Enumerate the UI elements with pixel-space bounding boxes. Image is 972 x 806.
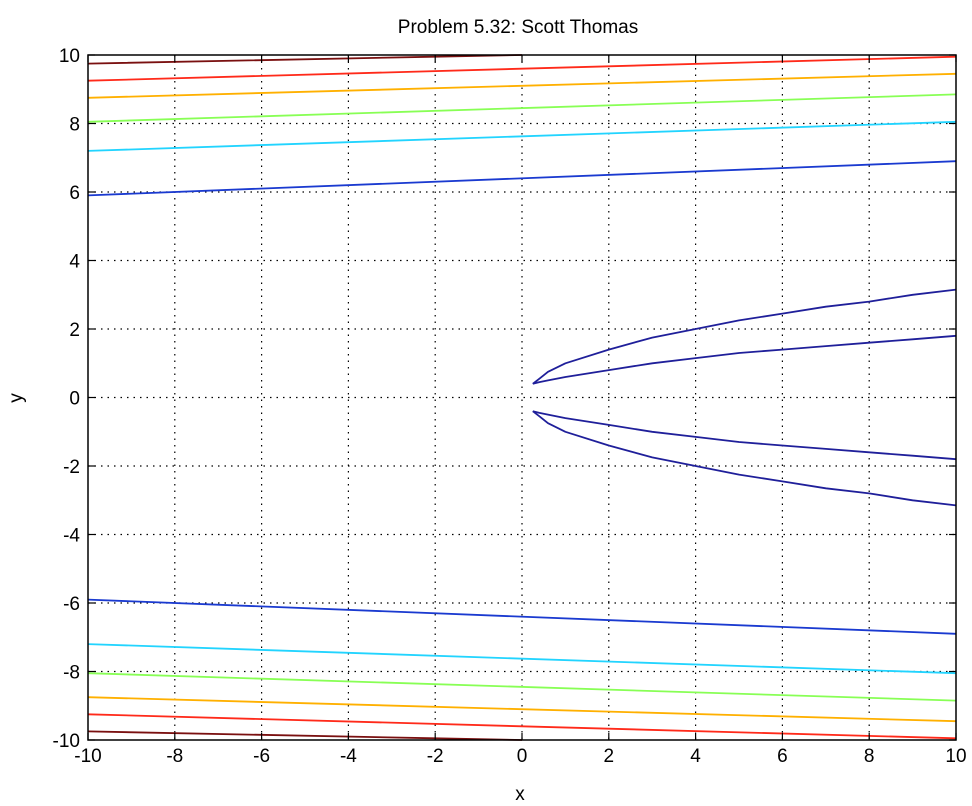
y-tick-label: -2: [63, 457, 80, 478]
y-tick-label: 0: [69, 389, 80, 410]
contour-line: [87, 672, 957, 702]
contour-line: [87, 160, 957, 197]
contour-line: [87, 598, 957, 635]
grid-lines: [88, 55, 956, 740]
y-tick-label: -4: [63, 526, 80, 547]
y-tick-label: 4: [69, 252, 80, 273]
contour-line: [532, 334, 957, 385]
contour-line: [532, 410, 957, 507]
y-tick-labels: 10 8 6 4 2 0 -2 -4 -6 -8 -10: [53, 46, 81, 752]
contour-lines: [87, 54, 957, 741]
contour-line: [87, 120, 957, 152]
x-tick-label: 2: [604, 746, 615, 767]
x-tick-label: 6: [777, 746, 788, 767]
contour-line: [87, 730, 523, 741]
y-tick-label: -6: [63, 594, 80, 615]
x-tick-label: -10: [74, 746, 101, 767]
contour-line: [87, 643, 957, 675]
contour-line: [532, 410, 957, 461]
contour-line: [87, 54, 523, 65]
x-tick-label: 0: [517, 746, 528, 767]
y-tick-label: 10: [59, 46, 80, 67]
y-tick-label: -10: [53, 731, 80, 752]
contour-line: [87, 93, 957, 123]
y-axis-label: y: [6, 393, 27, 403]
contour-line: [87, 72, 957, 99]
chart-title: Problem 5.32: Scott Thomas: [398, 17, 638, 38]
x-tick-labels: -10 -8 -6 -4 -2 0 2 4 6 8 10: [74, 746, 966, 767]
y-tick-label: -8: [63, 663, 80, 684]
contour-line: [87, 713, 957, 740]
x-tick-label: 4: [690, 746, 701, 767]
x-tick-label: -8: [166, 746, 183, 767]
x-tick-label: -2: [427, 746, 444, 767]
contour-line: [87, 55, 957, 82]
contour-line: [87, 696, 957, 723]
axis-ticks: [87, 54, 957, 741]
x-tick-label: -6: [253, 746, 270, 767]
y-tick-label: 6: [69, 183, 80, 204]
x-tick-label: -4: [340, 746, 357, 767]
y-tick-label: 2: [69, 320, 80, 341]
x-axis-label: x: [515, 784, 525, 805]
x-tick-label: 10: [945, 746, 966, 767]
contour-line: [532, 288, 957, 385]
x-tick-label: 8: [864, 746, 875, 767]
y-tick-label: 8: [69, 115, 80, 136]
